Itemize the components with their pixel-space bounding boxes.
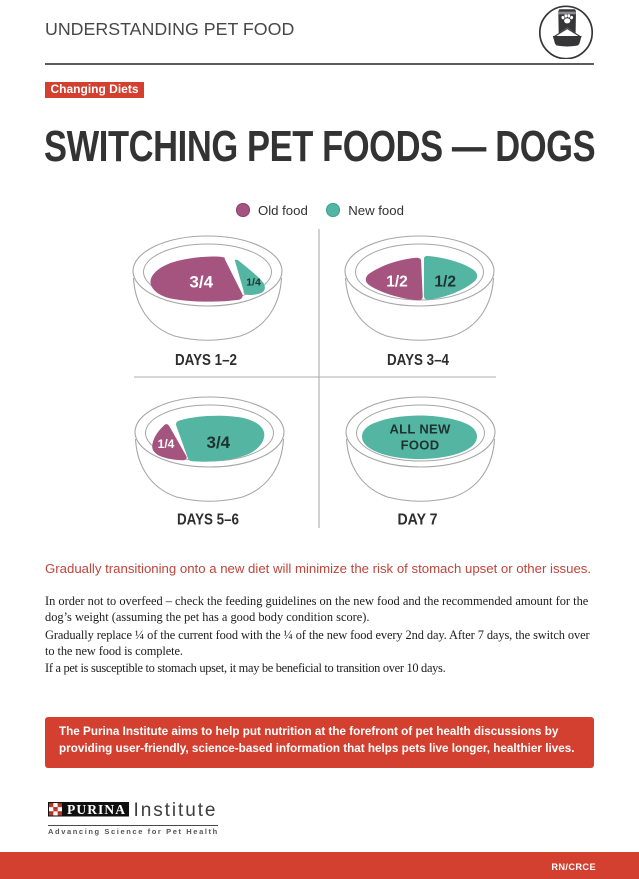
svg-text:PURINA: PURINA bbox=[67, 802, 125, 817]
svg-text:Institute: Institute bbox=[134, 802, 216, 821]
svg-text:3/4: 3/4 bbox=[206, 433, 230, 452]
svg-text:1/4: 1/4 bbox=[158, 437, 175, 451]
svg-text:ALL NEW: ALL NEW bbox=[389, 422, 451, 437]
svg-text:1/2: 1/2 bbox=[434, 274, 456, 291]
svg-text:FOOD: FOOD bbox=[401, 438, 440, 453]
svg-text:1/4: 1/4 bbox=[246, 277, 261, 289]
svg-text:1/2: 1/2 bbox=[386, 274, 408, 291]
svg-text:DAYS 1–2: DAYS 1–2 bbox=[175, 352, 237, 369]
svg-text:DAYS 5–6: DAYS 5–6 bbox=[177, 512, 239, 529]
svg-text:3/4: 3/4 bbox=[189, 273, 213, 292]
svg-text:DAY 7: DAY 7 bbox=[398, 512, 438, 529]
svg-text:DAYS 3–4: DAYS 3–4 bbox=[387, 352, 449, 369]
